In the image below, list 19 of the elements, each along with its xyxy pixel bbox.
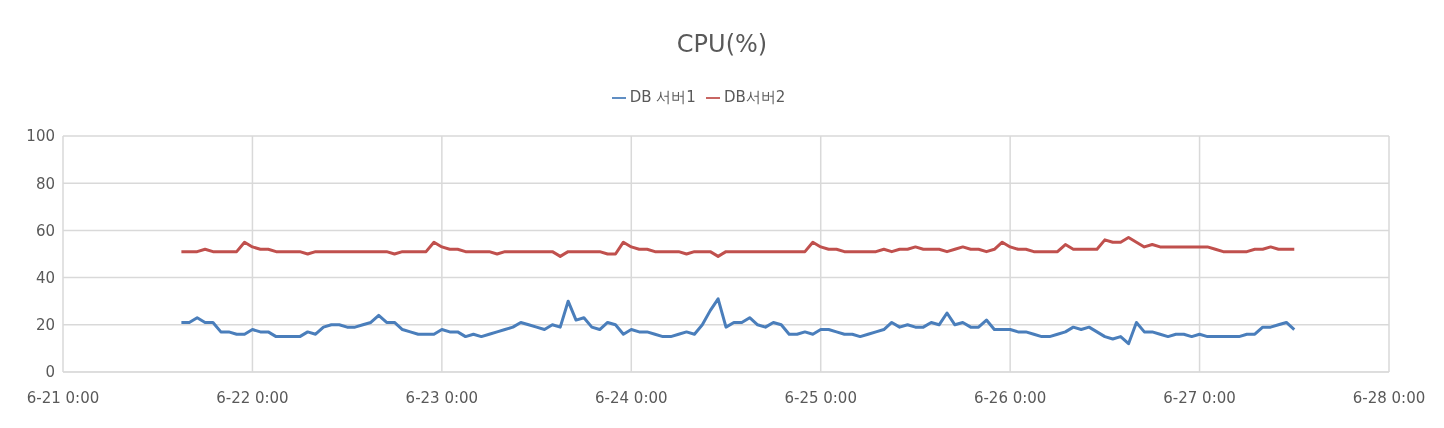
y-tick-label: 40 <box>35 268 55 287</box>
chart-title: CPU(%) <box>675 29 769 58</box>
y-tick-label: 0 <box>45 363 55 382</box>
x-tick-label: 6-27 0:00 <box>1163 388 1236 407</box>
x-tick-label: 6-22 0:00 <box>216 388 289 407</box>
x-tick-label: 6-25 0:00 <box>784 388 857 407</box>
x-tick-label: 6-28 0:00 <box>1352 388 1426 407</box>
legend-label: DB 서버1 <box>629 88 696 106</box>
x-tick-label: 6-23 0:00 <box>405 388 479 407</box>
y-tick-label: 20 <box>35 316 55 335</box>
y-tick-label: 100 <box>26 127 55 146</box>
line-series <box>179 297 1296 346</box>
x-tick-label: 6-24 0:00 <box>595 388 668 407</box>
x-tick-label: 6-21 0:00 <box>26 388 100 407</box>
x-tick-label: 6-26 0:00 <box>973 388 1047 407</box>
line-series <box>179 235 1296 258</box>
legend-label: DB서버2 <box>723 88 786 106</box>
y-tick-label: 80 <box>35 174 55 193</box>
y-tick-label: 60 <box>35 221 55 240</box>
